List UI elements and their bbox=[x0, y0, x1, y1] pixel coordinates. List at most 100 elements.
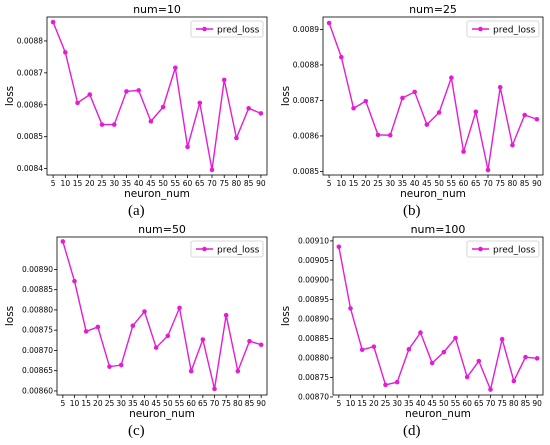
chart-title: num=100 bbox=[411, 223, 466, 236]
x-tick-label: 55 bbox=[175, 399, 185, 408]
data-point bbox=[453, 335, 458, 341]
legend-label: pred_loss bbox=[493, 25, 536, 35]
data-point bbox=[63, 50, 68, 55]
data-point bbox=[200, 337, 206, 342]
legend-marker bbox=[478, 26, 483, 32]
subplot-4: num=100 5 10 15 20 25 30 35 40 45 50 55 60 65 70 75 80 85… bbox=[280, 223, 544, 420]
data-point bbox=[235, 368, 241, 374]
y-tick-label: 0.00880 bbox=[22, 305, 53, 314]
x-tick-label: 55 bbox=[451, 399, 461, 408]
data-point bbox=[212, 386, 217, 392]
data-point bbox=[124, 89, 129, 94]
subplot-1: num=10 5 10 15 20 25 30 35 40 45 50 55 60 65 70 75 80 85 9… bbox=[4, 3, 268, 200]
data-point bbox=[258, 111, 264, 116]
data-point bbox=[387, 132, 393, 138]
x-tick-label: 10 bbox=[337, 179, 347, 188]
x-tick-label: 70 bbox=[486, 399, 496, 408]
x-tick-label: 20 bbox=[361, 179, 371, 188]
series-line bbox=[338, 246, 538, 392]
y-tick-label: 0.0087 bbox=[293, 96, 319, 105]
data-point bbox=[336, 244, 342, 250]
x-tick-label: 10 bbox=[61, 179, 71, 188]
x-tick-label: 40 bbox=[410, 179, 420, 188]
x-tick-label: 15 bbox=[349, 179, 359, 188]
data-point bbox=[464, 374, 470, 380]
data-point bbox=[441, 349, 447, 355]
data-point bbox=[246, 105, 251, 111]
subplot-2: num=25 5 10 15 20 25 30 35 40 45 50 55 60 65 70 75 80 85 9… bbox=[280, 3, 544, 200]
x-tick-label: 30 bbox=[385, 179, 395, 188]
x-tick-label: 80 bbox=[232, 179, 242, 188]
data-point bbox=[534, 116, 540, 122]
y-axis-label: loss bbox=[4, 86, 16, 106]
x-tick-label: 85 bbox=[244, 179, 254, 188]
x-axis-label: neuron_num bbox=[405, 408, 471, 420]
x-tick-label: 70 bbox=[210, 399, 220, 408]
x-tick-label: 5 bbox=[336, 399, 341, 408]
x-tick-label: 30 bbox=[392, 399, 402, 408]
x-tick-label: 35 bbox=[404, 399, 414, 408]
y-tick-label: 0.0085 bbox=[293, 167, 319, 176]
data-point bbox=[412, 89, 417, 95]
legend-box bbox=[466, 20, 540, 38]
x-tick-label: 70 bbox=[207, 179, 217, 188]
y-axis-label: loss bbox=[280, 306, 292, 326]
x-tick-label: 25 bbox=[373, 179, 383, 188]
x-tick-label: 80 bbox=[508, 179, 518, 188]
y-tick-label: 0.00875 bbox=[22, 326, 53, 335]
data-point bbox=[488, 387, 493, 392]
x-tick-label: 80 bbox=[233, 399, 243, 408]
data-point bbox=[375, 132, 381, 138]
caption-d: (d) bbox=[403, 423, 421, 439]
data-point bbox=[258, 342, 264, 348]
legend-label: pred_loss bbox=[217, 25, 260, 35]
data-point bbox=[75, 100, 80, 106]
x-tick-label: 10 bbox=[70, 399, 80, 408]
x-tick-label: 50 bbox=[439, 399, 449, 408]
x-tick-label: 60 bbox=[462, 399, 472, 408]
legend-box bbox=[190, 240, 264, 258]
x-tick-label: 10 bbox=[346, 399, 356, 408]
x-tick-label: 85 bbox=[520, 179, 530, 188]
x-tick-label: 35 bbox=[398, 179, 408, 188]
y-axis-label: loss bbox=[4, 306, 16, 326]
data-point bbox=[107, 364, 112, 369]
x-tick-label: 55 bbox=[447, 179, 457, 188]
data-point bbox=[394, 379, 400, 385]
x-tick-label: 90 bbox=[256, 179, 266, 188]
data-point bbox=[188, 368, 194, 374]
y-tick-label: 0.00890 bbox=[22, 265, 53, 274]
y-tick-label: 0.0085 bbox=[17, 132, 43, 141]
data-point bbox=[72, 278, 77, 284]
axes-frame bbox=[56, 236, 268, 396]
data-point bbox=[371, 344, 377, 349]
data-point bbox=[185, 144, 190, 150]
data-point bbox=[111, 122, 117, 127]
y-tick-label: 0.0086 bbox=[17, 100, 43, 109]
legend: pred_loss bbox=[466, 240, 540, 258]
y-tick-label: 0.00890 bbox=[298, 314, 329, 323]
x-tick-label: 35 bbox=[122, 179, 132, 188]
x-tick-label: 45 bbox=[427, 399, 437, 408]
x-tick-label: 50 bbox=[163, 399, 173, 408]
subplot-3: num=50 5 10 15 20 25 30 35 40 45 50 55 60 65 70 75 80 85 9… bbox=[4, 223, 268, 420]
y-tick-label: 0.00870 bbox=[298, 392, 329, 401]
data-point bbox=[223, 312, 229, 318]
x-tick-label: 35 bbox=[128, 399, 138, 408]
x-tick-label: 65 bbox=[474, 399, 484, 408]
legend-marker bbox=[478, 246, 483, 252]
chart-title: num=50 bbox=[138, 223, 186, 236]
y-tick-label: 0.00910 bbox=[298, 236, 329, 245]
data-point bbox=[523, 354, 528, 360]
data-point bbox=[197, 100, 203, 106]
x-axis-label: neuron_num bbox=[400, 188, 466, 200]
x-tick-label: 65 bbox=[198, 399, 208, 408]
data-point bbox=[348, 306, 353, 311]
x-tick-label: 60 bbox=[183, 179, 193, 188]
data-point bbox=[50, 19, 56, 25]
x-tick-label: 80 bbox=[509, 399, 519, 408]
x-tick-label: 75 bbox=[497, 399, 507, 408]
data-point bbox=[130, 323, 136, 329]
data-point bbox=[497, 85, 503, 90]
